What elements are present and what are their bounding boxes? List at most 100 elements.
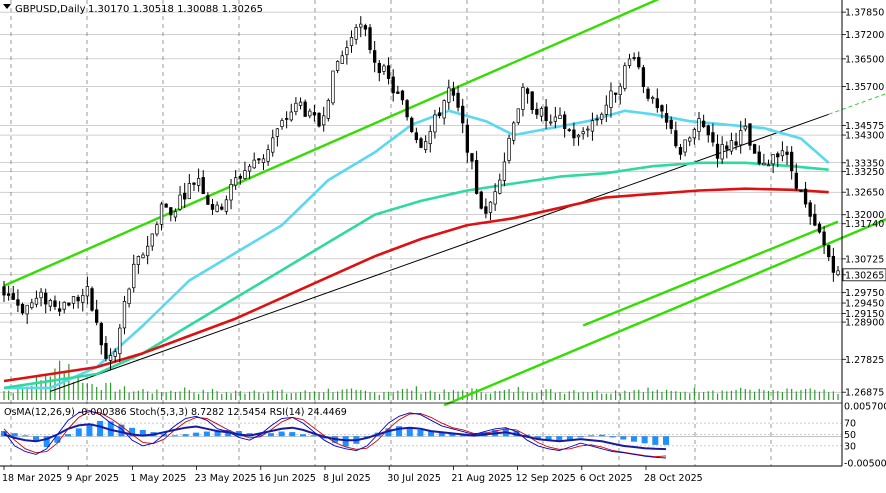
osma-bar	[203, 431, 210, 437]
osma-bar	[171, 435, 178, 437]
candle-body	[799, 190, 803, 192]
ohlc-values: 1.30170 1.30518 1.30088 1.30265	[88, 4, 263, 15]
volume-bars	[3, 360, 839, 400]
candle-body	[553, 116, 558, 122]
osma-bar	[652, 436, 659, 445]
candle-body	[266, 149, 270, 162]
osma-bar	[406, 427, 413, 437]
candle-body	[210, 204, 215, 210]
osma-bar	[588, 435, 595, 437]
candle-body	[252, 159, 256, 169]
candle-body	[701, 120, 706, 128]
candle-body	[423, 141, 428, 150]
osma-bar	[22, 435, 29, 437]
candle-body	[44, 292, 48, 305]
candle-body	[502, 161, 507, 181]
price-label: 1.29150	[845, 309, 884, 320]
rsi-line	[3, 423, 667, 451]
candle-body	[576, 134, 581, 138]
candle-body	[762, 162, 766, 166]
candle-body	[484, 206, 488, 214]
price-label: 1.29750	[845, 288, 884, 299]
candle-body	[516, 108, 520, 123]
candle-body	[206, 195, 210, 205]
candle-body	[586, 128, 590, 131]
candle-body	[836, 270, 840, 275]
osma-bar	[289, 432, 296, 437]
date-label: 18 Mar 2025	[2, 473, 62, 484]
price-label: 1.27825	[845, 355, 884, 366]
candle-body	[544, 106, 548, 122]
candle-body	[192, 182, 196, 185]
candle-body	[368, 27, 372, 50]
candle-body	[317, 112, 321, 127]
candle-body	[655, 98, 659, 109]
candle-body	[437, 112, 442, 117]
candle-body	[34, 297, 39, 305]
osma-bar	[428, 431, 435, 437]
candle-body	[53, 300, 57, 307]
trend-line	[828, 93, 886, 115]
candle-body	[470, 153, 474, 162]
candle-body	[159, 203, 164, 225]
candle-body	[549, 121, 553, 124]
candle-body	[474, 160, 479, 194]
candle-body	[57, 308, 62, 312]
candle-body	[590, 120, 595, 132]
ma-mid-line	[3, 161, 829, 390]
candle-body	[790, 151, 794, 172]
candle-body	[780, 150, 785, 157]
candle-body	[752, 144, 757, 154]
osma-bar	[267, 433, 274, 437]
candle-body	[488, 201, 493, 213]
candle-body	[442, 100, 446, 119]
candle-body	[335, 61, 340, 71]
candle-body	[136, 256, 141, 265]
candle-body	[386, 65, 391, 79]
osma-bar	[193, 432, 200, 437]
osma-bar	[342, 436, 349, 447]
candle-body	[410, 117, 414, 132]
candle-body	[196, 178, 201, 186]
candle-body	[62, 301, 66, 310]
candle-body	[766, 164, 771, 167]
candle-body	[220, 206, 224, 210]
candle-body	[76, 296, 80, 302]
candle-body	[414, 132, 419, 141]
osma-bar	[11, 433, 18, 437]
osma-bar	[257, 434, 264, 437]
candle-body	[595, 118, 599, 121]
candle-body	[169, 207, 173, 216]
osma-bar	[139, 429, 146, 437]
candle-body	[720, 144, 724, 160]
candle-body	[67, 302, 71, 306]
stoch-signal-line	[3, 411, 667, 458]
candle-body	[30, 302, 34, 309]
indicator-axis-label: 50	[844, 430, 856, 441]
candle-body	[674, 130, 678, 147]
candle-body	[433, 114, 437, 133]
candle-body	[734, 141, 738, 146]
candle-body	[349, 37, 354, 46]
candle-body	[298, 101, 303, 106]
date-label: 9 Apr 2025	[66, 473, 119, 484]
dropdown-arrow-icon[interactable]	[3, 4, 11, 9]
price-label: 1.30725	[845, 254, 884, 265]
candle-body	[201, 177, 205, 195]
channel-line	[443, 217, 886, 407]
candle-body	[562, 114, 567, 129]
osma-bar	[385, 428, 392, 437]
candle-body	[303, 101, 307, 117]
candle-body	[535, 108, 539, 115]
candle-body	[11, 293, 15, 300]
candle-body	[95, 309, 99, 323]
osma-bar	[556, 436, 563, 442]
price-label: 1.37200	[845, 30, 884, 41]
candle-body	[127, 288, 131, 304]
candle-body	[363, 25, 368, 30]
channel-lines	[3, 0, 886, 407]
osma-bar	[396, 426, 403, 437]
candle-body	[183, 192, 187, 200]
candle-body	[275, 128, 280, 137]
